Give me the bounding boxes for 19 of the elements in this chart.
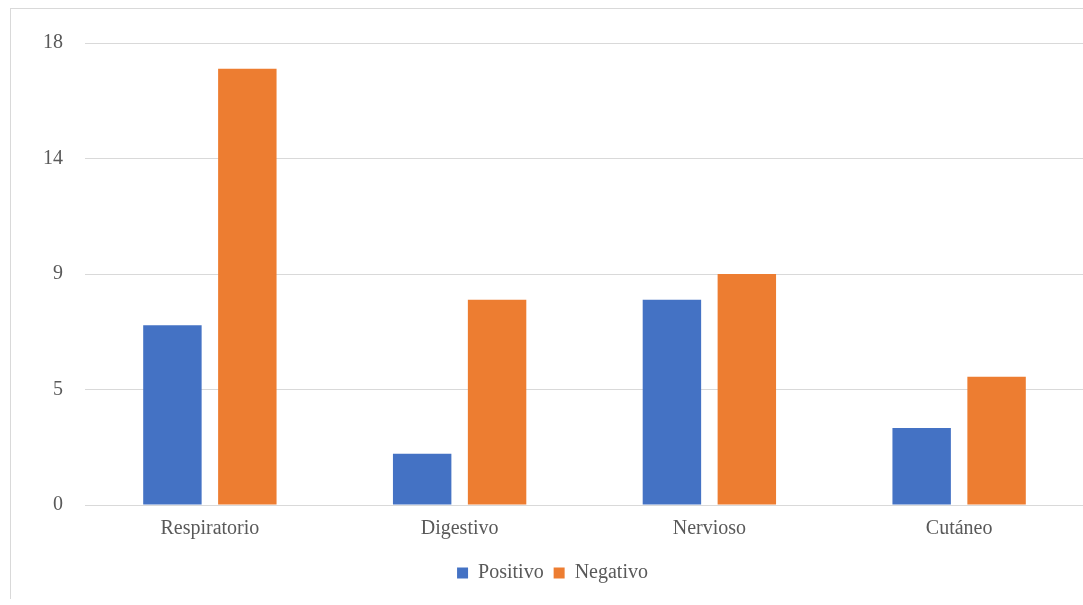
x-tick-label: Respiratorio bbox=[160, 516, 260, 540]
bar bbox=[892, 428, 951, 505]
bar bbox=[218, 68, 277, 505]
legend-label: Negativo bbox=[574, 560, 648, 584]
legend-label: Positivo bbox=[478, 560, 544, 583]
y-tick-label: 5 bbox=[53, 376, 63, 399]
bar bbox=[717, 274, 777, 505]
x-tick-label: Cutáneo bbox=[925, 516, 993, 539]
x-tick-label: Digestivo bbox=[420, 516, 499, 540]
y-tick-label: 9 bbox=[53, 261, 63, 284]
bar bbox=[467, 299, 527, 505]
x-tick-label: Nervioso bbox=[672, 516, 747, 539]
bar bbox=[642, 299, 702, 505]
bar bbox=[143, 325, 202, 505]
bar bbox=[392, 453, 452, 505]
y-tick-label: 18 bbox=[43, 30, 63, 53]
y-tick-label: 14 bbox=[43, 145, 63, 168]
y-tick-label: 0 bbox=[53, 492, 63, 515]
bar bbox=[967, 376, 1026, 505]
